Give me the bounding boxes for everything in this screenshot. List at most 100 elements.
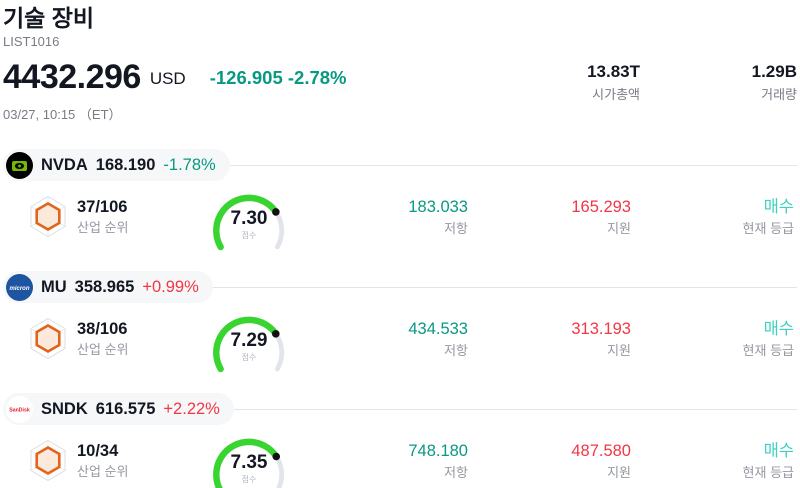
stock-stats: 10/34 산업 순위 7.35 점수 (3, 437, 797, 488)
score-gauge-wrap: 7.30 점수 (193, 193, 305, 253)
rank-text: 37/106 산업 순위 (77, 193, 128, 238)
support-metric: 313.193 지원 (468, 315, 631, 361)
currency-label: USD (149, 69, 186, 88)
rank-label: 산업 순위 (77, 342, 129, 357)
ticker-price: 616.575 (95, 399, 156, 418)
rank-value: 37/106 (77, 198, 128, 216)
sandisk-logo-icon: SanDisk (6, 395, 33, 423)
hexagon-badge-icon (28, 194, 68, 239)
volume-stat: 1.29B 거래량 (640, 58, 797, 104)
volume-value: 1.29B (751, 62, 797, 81)
rating-value: 매수 (763, 320, 794, 338)
svg-text:micron: micron (9, 285, 29, 291)
resistance-label: 저항 (444, 465, 468, 480)
industry-rank: 10/34 산업 순위 (28, 437, 193, 483)
price-row: 4432.296 USD -126.905 -2.78% 13.83T 시가총액… (3, 58, 797, 104)
score-value: 7.35 (230, 452, 268, 473)
rank-value: 10/34 (77, 442, 119, 460)
industry-rank: 38/106 산업 순위 (28, 315, 193, 361)
nvidia-logo-icon (6, 151, 33, 179)
resistance-value: 183.033 (408, 198, 468, 216)
ticker-pill-sndk[interactable]: SanDisk SNDK 616.575 +2.22% (3, 393, 234, 425)
market-cap-value: 13.83T (587, 62, 640, 81)
score-label: 점수 (241, 353, 257, 362)
score-label: 점수 (241, 231, 257, 240)
resistance-metric: 434.533 저항 (305, 315, 468, 361)
row-divider (233, 408, 797, 410)
header-stats: 13.83T 시가총액 1.29B 거래량 (520, 58, 797, 104)
ticker-symbol: NVDA (41, 155, 88, 174)
resistance-metric: 183.033 저항 (305, 193, 468, 239)
resistance-value: 748.180 (408, 442, 468, 460)
rating-value: 매수 (763, 198, 794, 216)
rating-label: 현재 등급 (742, 343, 794, 358)
ticker-change: -1.78% (163, 155, 216, 174)
row-divider (212, 286, 797, 288)
score-value: 7.29 (230, 330, 268, 351)
stock-row-nvda: NVDA 168.190 -1.78% (3, 149, 797, 257)
index-price: 4432.296 (3, 58, 141, 96)
stock-row-mu: micron MU 358.965 +0.99% (3, 271, 797, 379)
ticker-price: 358.965 (74, 277, 135, 296)
score-gauge-wrap: 7.35 점수 (193, 437, 305, 488)
ticker-row: NVDA 168.190 -1.78% (3, 149, 797, 181)
industry-rank: 37/106 산업 순위 (28, 193, 193, 239)
micron-logo-icon: micron (6, 273, 33, 301)
index-change: -126.905 -2.78% (209, 67, 347, 88)
stock-list: NVDA 168.190 -1.78% (3, 149, 797, 488)
rating-metric: 매수 현재 등급 (631, 437, 794, 483)
rank-text: 10/34 산업 순위 (77, 437, 128, 482)
rank-value: 38/106 (77, 320, 128, 338)
quote-timestamp: 03/27, 10:15 （ET） (3, 107, 122, 122)
ticker-change: +0.99% (142, 277, 199, 296)
support-value: 313.193 (571, 320, 631, 338)
score-gauge: 7.30 점수 (205, 191, 293, 253)
support-label: 지원 (607, 465, 631, 480)
stock-stats: 38/106 산업 순위 7.29 점수 (3, 315, 797, 379)
header: 기술 장비 LIST1016 4432.296 USD -126.905 -2.… (3, 4, 797, 123)
rating-value: 매수 (763, 442, 794, 460)
support-metric: 487.580 지원 (468, 437, 631, 483)
rank-text: 38/106 산업 순위 (77, 315, 128, 360)
list-id: LIST1016 (3, 34, 60, 49)
support-value: 165.293 (571, 198, 631, 216)
rating-label: 현재 등급 (742, 221, 794, 236)
ticker-pill-mu[interactable]: micron MU 358.965 +0.99% (3, 271, 213, 303)
score-label: 점수 (241, 475, 257, 484)
ticker-change: +2.22% (163, 399, 220, 418)
market-cap-label: 시가총액 (592, 87, 640, 102)
support-metric: 165.293 지원 (468, 193, 631, 239)
rating-metric: 매수 현재 등급 (631, 315, 794, 361)
rating-label: 현재 등급 (742, 465, 794, 480)
market-cap-stat: 13.83T 시가총액 (520, 58, 640, 104)
score-value: 7.30 (230, 208, 268, 229)
hexagon-badge-icon (28, 316, 68, 361)
ticker-symbol: MU (41, 277, 67, 296)
resistance-label: 저항 (444, 343, 468, 358)
page-title: 기술 장비 (3, 5, 95, 31)
stock-row-sndk: SanDisk SNDK 616.575 +2.22% (3, 393, 797, 488)
svg-text:SanDisk: SanDisk (9, 407, 30, 413)
row-divider (229, 164, 797, 166)
ticker-pill-nvda[interactable]: NVDA 168.190 -1.78% (3, 149, 230, 181)
score-gauge: 7.29 점수 (205, 313, 293, 375)
support-label: 지원 (607, 343, 631, 358)
ticker-row: SanDisk SNDK 616.575 +2.22% (3, 393, 797, 425)
rank-label: 산업 순위 (77, 220, 129, 235)
ticker-row: micron MU 358.965 +0.99% (3, 271, 797, 303)
rating-metric: 매수 현재 등급 (631, 193, 794, 239)
hexagon-badge-icon (28, 438, 68, 483)
support-value: 487.580 (571, 442, 631, 460)
stock-stats: 37/106 산업 순위 7.30 점수 (3, 193, 797, 257)
ticker-price: 168.190 (95, 155, 156, 174)
resistance-label: 저항 (444, 221, 468, 236)
resistance-value: 434.533 (408, 320, 468, 338)
rank-label: 산업 순위 (77, 464, 129, 479)
resistance-metric: 748.180 저항 (305, 437, 468, 483)
score-gauge-wrap: 7.29 점수 (193, 315, 305, 375)
ticker-symbol: SNDK (41, 399, 88, 418)
support-label: 지원 (607, 221, 631, 236)
volume-label: 거래량 (761, 87, 797, 102)
score-gauge: 7.35 점수 (205, 435, 293, 488)
